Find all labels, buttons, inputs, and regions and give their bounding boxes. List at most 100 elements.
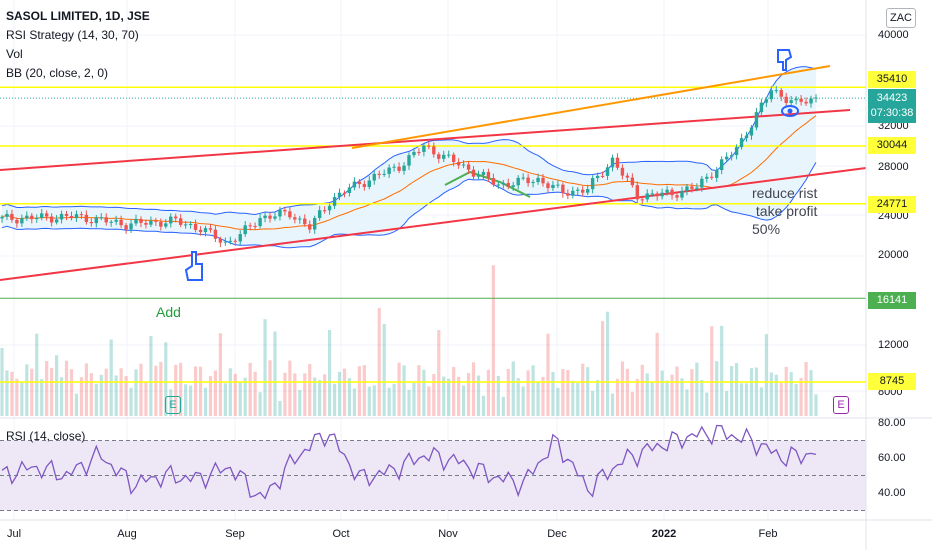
candle bbox=[218, 236, 223, 248]
study-volume[interactable]: Vol bbox=[6, 47, 23, 61]
volume-bar bbox=[640, 364, 644, 416]
candle-body bbox=[809, 98, 813, 104]
candle bbox=[715, 166, 719, 182]
candle bbox=[94, 214, 99, 228]
volume-bar bbox=[516, 378, 520, 416]
volume-bar bbox=[293, 373, 297, 416]
candle-body bbox=[278, 209, 282, 217]
candle bbox=[456, 158, 461, 169]
volume-bar bbox=[184, 384, 188, 416]
volume-bar bbox=[610, 393, 615, 416]
candle-body bbox=[615, 157, 620, 168]
currency-button[interactable]: ZAC bbox=[886, 8, 916, 28]
level-label-24771: 24771 bbox=[868, 196, 916, 213]
candle-body bbox=[397, 166, 401, 171]
volume-bar bbox=[327, 329, 332, 416]
candle-body bbox=[213, 229, 218, 239]
volume-bar bbox=[625, 368, 629, 416]
earnings-marker-upcoming[interactable]: E bbox=[833, 396, 849, 414]
candle-body bbox=[561, 184, 565, 194]
candle-body bbox=[94, 217, 99, 224]
candle-body bbox=[690, 186, 694, 189]
rsi-pane-label[interactable]: RSI (14, close) bbox=[6, 429, 86, 443]
volume-bar bbox=[164, 342, 168, 416]
candle-body bbox=[169, 216, 173, 224]
volume-bar bbox=[581, 363, 585, 416]
volume-bar bbox=[59, 377, 64, 416]
candle bbox=[655, 191, 659, 201]
candle-body bbox=[337, 192, 342, 198]
candle bbox=[625, 172, 630, 182]
candle-body bbox=[571, 190, 575, 196]
volume-bar bbox=[119, 368, 123, 416]
candle-body bbox=[501, 182, 506, 185]
candle-body bbox=[724, 156, 729, 160]
candle bbox=[99, 213, 103, 221]
volume-bar bbox=[546, 333, 550, 416]
volume-bar bbox=[412, 382, 416, 416]
x-tick-nov: Nov bbox=[438, 528, 458, 540]
candle-body bbox=[715, 170, 719, 178]
candle-body bbox=[35, 217, 39, 220]
volume-bar bbox=[675, 366, 679, 416]
volume-bar bbox=[114, 375, 118, 416]
candle bbox=[784, 92, 788, 107]
volume-bar bbox=[457, 376, 461, 416]
candle-body bbox=[645, 193, 649, 200]
candle-body bbox=[134, 218, 138, 224]
earnings-marker[interactable]: E bbox=[165, 396, 181, 414]
candle-body bbox=[273, 216, 277, 219]
candle bbox=[739, 133, 744, 150]
candle-body bbox=[804, 101, 808, 104]
study-bollinger[interactable]: BB (20, close, 2, 0) bbox=[6, 66, 109, 80]
volume-bar bbox=[660, 370, 664, 416]
candle-body bbox=[705, 176, 709, 179]
volume-bar bbox=[650, 382, 654, 416]
rsi-line bbox=[1, 424, 817, 500]
candle-body bbox=[710, 176, 714, 178]
candle-body bbox=[541, 177, 545, 184]
candle bbox=[412, 147, 416, 158]
candle bbox=[576, 187, 580, 196]
volume-bar bbox=[442, 376, 446, 416]
candle-body bbox=[223, 241, 228, 243]
candle-body bbox=[188, 223, 193, 225]
candle-body bbox=[312, 218, 317, 230]
volume-bar bbox=[387, 387, 391, 416]
candle-body bbox=[496, 184, 501, 186]
volume-bar bbox=[303, 373, 307, 416]
candle bbox=[89, 218, 94, 227]
candle-body bbox=[54, 219, 59, 223]
candle bbox=[298, 215, 302, 224]
candle-body bbox=[759, 102, 764, 113]
candle bbox=[387, 164, 391, 178]
rsi-band bbox=[0, 440, 866, 511]
candle-body bbox=[585, 189, 590, 193]
candle-body bbox=[729, 155, 734, 157]
candle-body bbox=[164, 223, 168, 227]
candle-body bbox=[764, 99, 769, 103]
candle bbox=[645, 189, 649, 203]
volume-bar bbox=[243, 377, 247, 416]
candle-body bbox=[600, 175, 605, 177]
reduce-risk-annotation[interactable]: reduce rist take profit 50% bbox=[752, 185, 818, 237]
candle bbox=[332, 193, 337, 210]
candle bbox=[476, 170, 481, 180]
candle bbox=[491, 173, 496, 187]
add-annotation[interactable]: Add bbox=[156, 304, 181, 320]
candle-body bbox=[432, 146, 436, 155]
price-tick: 24000 bbox=[878, 210, 909, 222]
candle bbox=[238, 230, 242, 245]
candle-body bbox=[198, 229, 203, 233]
study-rsi-strategy[interactable]: RSI Strategy (14, 30, 70) bbox=[6, 28, 139, 42]
candle bbox=[317, 206, 322, 221]
price-tick: 40000 bbox=[878, 29, 909, 41]
candle-body bbox=[149, 220, 153, 225]
candle-body bbox=[293, 217, 297, 220]
volume-bar bbox=[352, 388, 357, 416]
candle-body bbox=[298, 218, 302, 220]
candle bbox=[178, 213, 183, 228]
candle bbox=[223, 237, 228, 246]
candle-body bbox=[466, 164, 471, 170]
